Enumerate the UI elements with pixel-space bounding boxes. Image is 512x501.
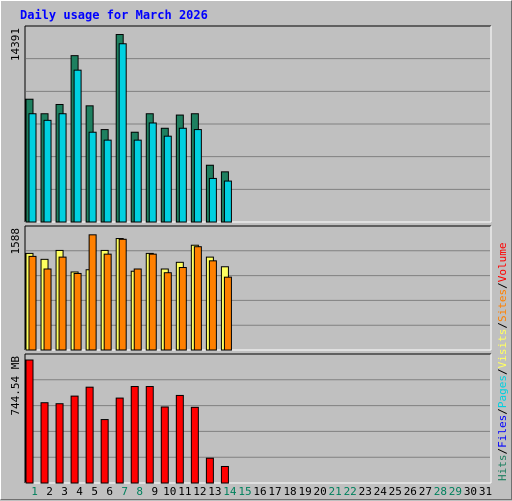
day-label-1: 1 (31, 485, 38, 498)
ymax-label-volume: 744.54 MB (9, 356, 22, 416)
legend-entry: / (496, 448, 509, 455)
bar-volume-day-14 (220, 465, 229, 484)
legend: Hits/Files/Pages/Visits/Sites/Volume (496, 243, 509, 482)
bar-volume-day-13 (205, 457, 214, 484)
legend-entry: / (496, 282, 509, 289)
bar-volume-day-3 (55, 403, 64, 484)
bar-files-day-5 (88, 131, 97, 223)
bar-sites-day-1 (28, 255, 37, 351)
bar-volume-day-8 (130, 386, 139, 484)
legend-entry: / (496, 368, 509, 375)
bar-sites-day-11 (178, 267, 187, 351)
day-label-23: 23 (359, 485, 372, 498)
bar-files-day-9 (148, 122, 157, 223)
day-label-19: 19 (298, 485, 311, 498)
bar-files-day-14 (223, 180, 232, 223)
bar-sites-day-13 (208, 260, 217, 351)
bar-volume-day-1 (25, 359, 34, 484)
bar-volume-day-12 (190, 406, 199, 484)
bar-files-day-13 (208, 177, 217, 223)
bar-volume-day-11 (175, 394, 184, 484)
legend-entry: Pages (496, 375, 509, 408)
bar-files-day-4 (73, 69, 82, 223)
bar-files-day-6 (103, 139, 112, 223)
day-label-24: 24 (374, 485, 388, 498)
day-label-8: 8 (136, 485, 143, 498)
day-label-4: 4 (76, 485, 83, 498)
day-label-29: 29 (449, 485, 462, 498)
ymax-label-hits-files: 14391 (9, 28, 22, 61)
day-label-27: 27 (419, 485, 432, 498)
chart-title: Daily usage for March 2026 (20, 8, 208, 22)
bar-sites-day-12 (193, 246, 202, 351)
bar-files-day-3 (58, 113, 67, 223)
bar-volume-day-9 (145, 386, 154, 484)
legend-entry: Files (496, 415, 509, 448)
bar-sites-day-6 (103, 253, 112, 351)
legend-entry: / (496, 408, 509, 415)
bar-volume-day-2 (40, 402, 49, 484)
day-label-11: 11 (178, 485, 191, 498)
ymax-label-visits-sites: 1588 (9, 228, 22, 255)
day-label-25: 25 (389, 485, 402, 498)
day-label-31: 31 (479, 485, 492, 498)
legend-entry: Visits (496, 329, 509, 369)
legend-entry: Hits (496, 455, 509, 482)
bar-files-day-8 (133, 139, 142, 223)
day-label-16: 16 (253, 485, 266, 498)
bar-files-day-7 (118, 43, 127, 223)
day-label-13: 13 (208, 485, 221, 498)
bar-files-day-2 (43, 119, 52, 223)
bar-files-day-1 (28, 113, 37, 223)
bar-sites-day-7 (118, 238, 127, 351)
bar-volume-day-4 (70, 395, 79, 484)
bar-files-day-12 (193, 129, 202, 223)
day-label-22: 22 (344, 485, 357, 498)
day-label-14: 14 (223, 485, 237, 498)
bar-files-day-11 (178, 127, 187, 223)
day-label-3: 3 (61, 485, 68, 498)
day-label-5: 5 (91, 485, 98, 498)
day-label-15: 15 (238, 485, 251, 498)
day-label-12: 12 (193, 485, 206, 498)
panel-volume (25, 354, 491, 483)
day-label-21: 21 (329, 485, 342, 498)
bar-sites-day-8 (133, 268, 142, 351)
day-label-7: 7 (121, 485, 128, 498)
day-label-30: 30 (464, 485, 477, 498)
bar-volume-day-6 (100, 419, 109, 484)
bar-volume-day-7 (115, 397, 124, 484)
bar-sites-day-5 (88, 234, 97, 351)
bar-sites-day-2 (43, 268, 52, 351)
bar-files-day-10 (163, 135, 172, 223)
bar-sites-day-10 (163, 272, 172, 351)
bar-sites-day-3 (58, 256, 67, 351)
bar-sites-day-9 (148, 253, 157, 351)
legend-entry: Sites (496, 289, 509, 322)
day-label-9: 9 (151, 485, 158, 498)
day-label-6: 6 (106, 485, 113, 498)
day-label-28: 28 (434, 485, 447, 498)
day-label-2: 2 (46, 485, 53, 498)
bar-volume-day-10 (160, 406, 169, 484)
bar-volume-day-5 (85, 386, 94, 484)
legend-entry: Volume (496, 243, 509, 283)
day-label-18: 18 (283, 485, 296, 498)
day-label-17: 17 (268, 485, 281, 498)
day-label-10: 10 (163, 485, 176, 498)
day-label-20: 20 (314, 485, 327, 498)
day-label-26: 26 (404, 485, 417, 498)
legend-entry: / (496, 322, 509, 329)
bar-sites-day-14 (223, 276, 232, 351)
bar-sites-day-4 (73, 272, 82, 351)
